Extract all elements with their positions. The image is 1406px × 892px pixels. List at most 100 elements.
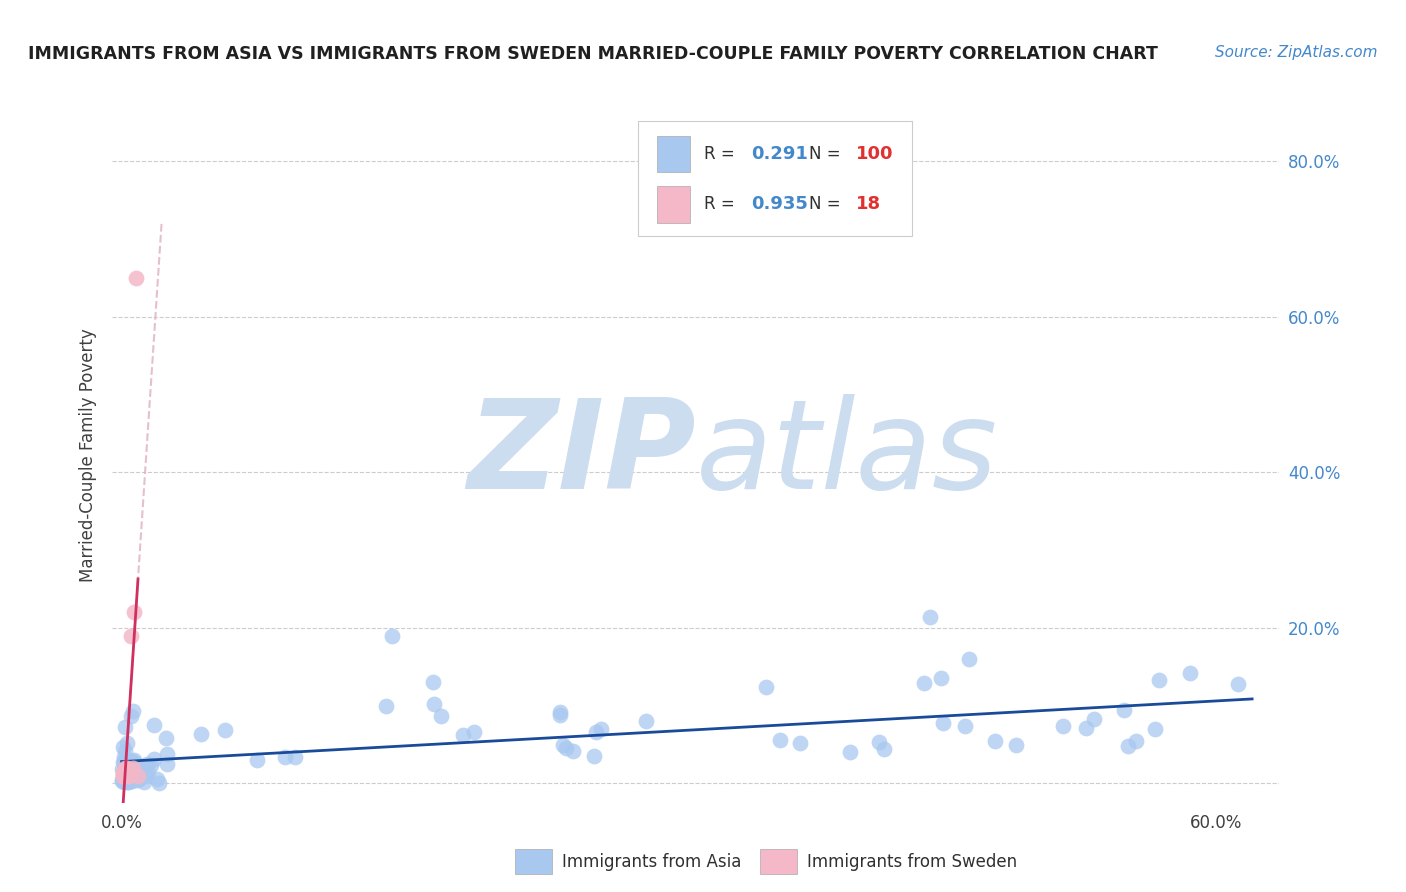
Point bbox=[129, 763, 152, 777]
Point bbox=[156, 756, 179, 771]
Point bbox=[422, 675, 444, 690]
Point bbox=[114, 773, 136, 788]
Point bbox=[214, 723, 236, 737]
Point bbox=[135, 769, 157, 783]
Point bbox=[146, 772, 169, 786]
Point bbox=[122, 705, 145, 719]
Point bbox=[127, 772, 149, 787]
Point bbox=[127, 770, 149, 784]
Point bbox=[112, 755, 135, 769]
Text: Immigrants from Asia: Immigrants from Asia bbox=[562, 853, 741, 871]
Point bbox=[118, 772, 141, 786]
Text: Immigrants from Sweden: Immigrants from Sweden bbox=[807, 853, 1017, 871]
FancyBboxPatch shape bbox=[658, 186, 690, 222]
Point bbox=[838, 745, 860, 759]
Point bbox=[555, 740, 578, 755]
Point bbox=[1118, 739, 1140, 754]
Text: 0.935: 0.935 bbox=[751, 195, 807, 213]
Point bbox=[115, 764, 138, 779]
Point bbox=[789, 736, 811, 750]
FancyBboxPatch shape bbox=[638, 121, 912, 235]
Point bbox=[129, 765, 152, 780]
Point bbox=[114, 764, 136, 779]
Point bbox=[583, 749, 606, 764]
Point bbox=[132, 775, 155, 789]
Point bbox=[112, 764, 135, 779]
Point bbox=[148, 776, 170, 790]
Point bbox=[118, 764, 141, 779]
Point bbox=[117, 774, 139, 789]
Point bbox=[125, 271, 148, 285]
Point bbox=[246, 753, 269, 767]
Point bbox=[117, 769, 139, 783]
Point bbox=[112, 768, 135, 782]
Point bbox=[548, 707, 571, 722]
Point bbox=[136, 756, 159, 771]
Point bbox=[139, 758, 162, 772]
Point bbox=[636, 714, 658, 728]
Text: 18: 18 bbox=[856, 195, 882, 213]
Point bbox=[115, 764, 138, 779]
Y-axis label: Married-Couple Family Poverty: Married-Couple Family Poverty bbox=[79, 328, 97, 582]
Text: R =: R = bbox=[704, 145, 740, 162]
Point bbox=[955, 719, 977, 733]
FancyBboxPatch shape bbox=[761, 849, 797, 874]
FancyBboxPatch shape bbox=[658, 136, 690, 172]
Point bbox=[156, 747, 179, 761]
Point bbox=[118, 768, 141, 782]
Point bbox=[112, 764, 135, 779]
FancyBboxPatch shape bbox=[515, 849, 553, 874]
Point bbox=[120, 709, 142, 723]
Text: ZIP: ZIP bbox=[467, 394, 696, 516]
Text: N =: N = bbox=[810, 195, 846, 213]
Point bbox=[381, 629, 404, 643]
Point bbox=[451, 728, 474, 742]
Point bbox=[1125, 733, 1147, 747]
Point bbox=[114, 768, 136, 782]
Point bbox=[122, 753, 145, 767]
Point bbox=[585, 725, 607, 739]
Point bbox=[121, 761, 143, 775]
Point bbox=[561, 744, 583, 758]
Point bbox=[142, 752, 165, 766]
Point bbox=[589, 723, 612, 737]
Point bbox=[912, 676, 935, 690]
Point bbox=[115, 756, 138, 770]
Point bbox=[111, 768, 134, 782]
Point bbox=[868, 735, 890, 749]
Point bbox=[1052, 719, 1074, 733]
Point bbox=[548, 706, 571, 720]
Point bbox=[1005, 738, 1028, 752]
Text: IMMIGRANTS FROM ASIA VS IMMIGRANTS FROM SWEDEN MARRIED-COUPLE FAMILY POVERTY COR: IMMIGRANTS FROM ASIA VS IMMIGRANTS FROM … bbox=[28, 45, 1159, 62]
Point bbox=[932, 716, 955, 731]
Point bbox=[122, 756, 145, 771]
Point bbox=[190, 727, 212, 741]
Point bbox=[124, 605, 146, 619]
Point bbox=[111, 762, 134, 776]
Point bbox=[122, 763, 145, 777]
Point bbox=[769, 732, 792, 747]
Point bbox=[1149, 673, 1171, 687]
Point bbox=[136, 764, 159, 779]
Point bbox=[983, 734, 1005, 748]
Point bbox=[1074, 721, 1097, 735]
Point bbox=[112, 766, 135, 780]
Point bbox=[755, 680, 778, 694]
Point bbox=[114, 744, 136, 758]
Point bbox=[553, 739, 575, 753]
Point bbox=[128, 771, 150, 785]
Point bbox=[115, 753, 138, 767]
Point bbox=[957, 652, 980, 666]
Point bbox=[1144, 723, 1167, 737]
Text: 0.291: 0.291 bbox=[751, 145, 807, 162]
Point bbox=[121, 773, 143, 788]
Point bbox=[929, 671, 952, 685]
Point bbox=[112, 767, 135, 781]
Point bbox=[1178, 666, 1201, 681]
Point bbox=[112, 768, 135, 782]
Point bbox=[124, 756, 146, 770]
Point bbox=[128, 761, 150, 775]
Point bbox=[284, 750, 307, 764]
Point bbox=[1083, 712, 1105, 726]
Point bbox=[114, 720, 136, 734]
